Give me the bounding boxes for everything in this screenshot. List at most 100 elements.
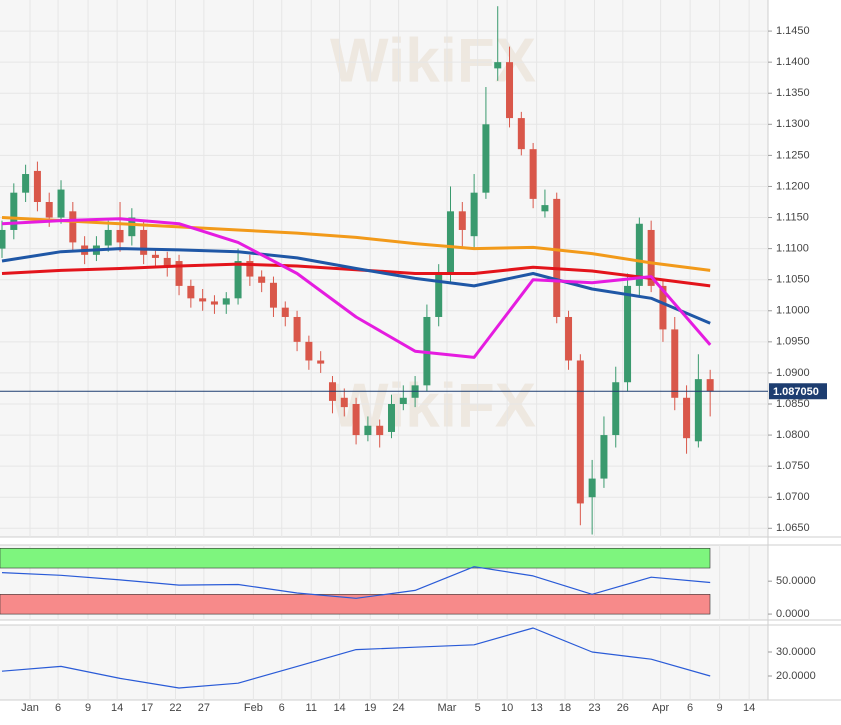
- current-price-label: 1.087050: [773, 386, 819, 398]
- candle-body: [116, 229, 124, 243]
- candle-body: [435, 273, 443, 317]
- candle-body: [352, 403, 360, 436]
- x-tick-label: 18: [559, 702, 571, 714]
- candle-body: [387, 403, 395, 432]
- candle-body: [258, 276, 266, 283]
- x-tick-label: 10: [501, 702, 513, 714]
- y-tick-label: 1.1300: [776, 118, 810, 130]
- candle-body: [659, 285, 667, 330]
- indicator-line: [1, 247, 711, 325]
- x-tick-label: Feb: [244, 702, 263, 714]
- x-tick-label: Jan: [21, 702, 39, 714]
- x-tick-label: 14: [111, 702, 123, 714]
- candle-body: [624, 285, 632, 383]
- watermark: WikiFX: [330, 371, 536, 440]
- y-tick-label: 30.0000: [776, 646, 816, 658]
- candle-body: [565, 316, 573, 361]
- candle-body: [151, 254, 159, 258]
- y-tick-label: 1.1050: [776, 274, 810, 286]
- x-tick-label: 17: [141, 702, 153, 714]
- candle-body: [234, 261, 242, 299]
- candle-body: [140, 229, 148, 255]
- x-tick-label: 9: [85, 702, 91, 714]
- x-tick-label: 13: [531, 702, 543, 714]
- indicator-line: [1, 566, 711, 599]
- candle-body: [541, 205, 549, 212]
- x-tick-label: 27: [198, 702, 210, 714]
- candle-body: [317, 360, 325, 364]
- x-tick-label: 6: [279, 702, 285, 714]
- x-tick-label: 14: [333, 702, 345, 714]
- candle-body: [553, 198, 561, 317]
- candle-body: [22, 174, 30, 193]
- y-tick-label: 0.0000: [776, 608, 810, 620]
- x-tick-label: Apr: [652, 702, 669, 714]
- candle-body: [506, 62, 514, 119]
- candle-body: [376, 425, 384, 436]
- candle-body: [45, 201, 53, 218]
- y-tick-label: 1.0650: [776, 522, 810, 534]
- candle-body: [494, 62, 502, 69]
- candle-body: [364, 425, 372, 436]
- candle-body: [199, 298, 207, 302]
- indicator-line: [1, 216, 711, 272]
- y-tick-label: 1.1000: [776, 305, 810, 317]
- candle-body: [210, 301, 218, 305]
- candle-body: [246, 261, 254, 277]
- candle-body: [482, 124, 490, 193]
- candle-body: [69, 211, 77, 243]
- x-tick-label: 6: [687, 702, 693, 714]
- y-tick-label: 1.1150: [776, 211, 809, 223]
- candle-body: [470, 192, 478, 237]
- candle-body: [10, 192, 18, 230]
- y-tick-label: 1.0950: [776, 336, 810, 348]
- candle-body: [588, 478, 596, 498]
- x-tick-label: 9: [717, 702, 723, 714]
- candle-body: [612, 382, 620, 436]
- candle-body: [305, 341, 313, 361]
- x-tick-label: 19: [364, 702, 376, 714]
- candle-body: [293, 316, 301, 342]
- candle-body: [104, 229, 112, 246]
- x-tick-label: Mar: [437, 702, 456, 714]
- candle-body: [57, 189, 65, 218]
- candle-body: [0, 229, 6, 249]
- candle-body: [683, 397, 691, 439]
- x-tick-label: 11: [306, 702, 317, 714]
- candle-body: [529, 149, 537, 199]
- x-tick-label: 24: [392, 702, 404, 714]
- candle-body: [635, 223, 643, 286]
- candle-body: [175, 261, 183, 286]
- y-tick-label: 1.0850: [776, 398, 810, 410]
- band: [0, 547, 711, 569]
- y-tick-label: 1.1350: [776, 87, 810, 99]
- y-tick-label: 1.0800: [776, 429, 810, 441]
- candle-body: [399, 397, 407, 404]
- candle-body: [517, 118, 525, 150]
- candle-body: [647, 229, 655, 286]
- x-tick-label: 6: [55, 702, 61, 714]
- x-tick-label: 5: [475, 702, 481, 714]
- candle-body: [33, 170, 41, 202]
- candle-body: [269, 282, 277, 308]
- y-tick-label: 20.0000: [776, 670, 816, 682]
- x-tick-label: 26: [617, 702, 629, 714]
- candle-body: [447, 211, 455, 274]
- y-tick-label: 50.0000: [776, 575, 816, 587]
- candle-body: [128, 217, 136, 237]
- candle-body: [187, 285, 195, 299]
- y-tick-label: 1.1400: [776, 56, 810, 68]
- y-tick-label: 1.1250: [776, 149, 810, 161]
- candle-body: [458, 211, 466, 230]
- candle-body: [163, 257, 171, 268]
- x-tick-label: 23: [588, 702, 600, 714]
- candle-body: [340, 397, 348, 408]
- current-price-box: [769, 383, 827, 400]
- y-tick-label: 1.1100: [776, 243, 809, 255]
- candle-body: [576, 360, 584, 504]
- y-tick-label: 1.1200: [776, 180, 810, 192]
- candle-body: [281, 307, 289, 317]
- y-tick-label: 1.0900: [776, 367, 810, 379]
- candle-body: [671, 329, 679, 398]
- y-tick-label: 1.1450: [776, 25, 810, 37]
